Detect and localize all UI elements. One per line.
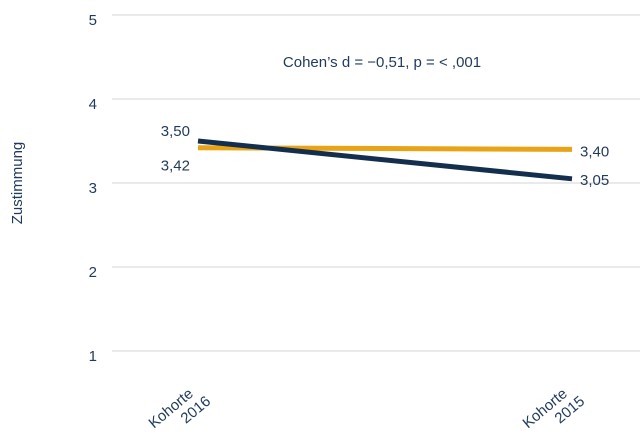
y-tick-label: 5 <box>89 12 97 29</box>
effect-size-annotation: Cohen’s d = −0,51, p = < ,001 <box>283 54 481 71</box>
data-label: 3,40 <box>580 143 609 160</box>
y-tick-label: 4 <box>89 96 97 113</box>
y-axis-label: Zustimmung <box>9 142 26 225</box>
data-label: 3,50 <box>161 123 190 140</box>
y-axis-ticks: 1 2 3 4 5 <box>89 12 97 365</box>
data-label: 3,42 <box>161 158 190 175</box>
y-tick-label: 2 <box>89 264 97 281</box>
data-labels: 3,42 3,40 3,50 3,05 <box>161 123 609 189</box>
series-lines <box>197 138 573 182</box>
gridlines <box>112 14 640 352</box>
y-tick-label: 3 <box>89 180 97 197</box>
y-tick-label: 1 <box>89 348 97 365</box>
series-line-1 <box>197 138 573 182</box>
data-label: 3,05 <box>580 172 609 189</box>
